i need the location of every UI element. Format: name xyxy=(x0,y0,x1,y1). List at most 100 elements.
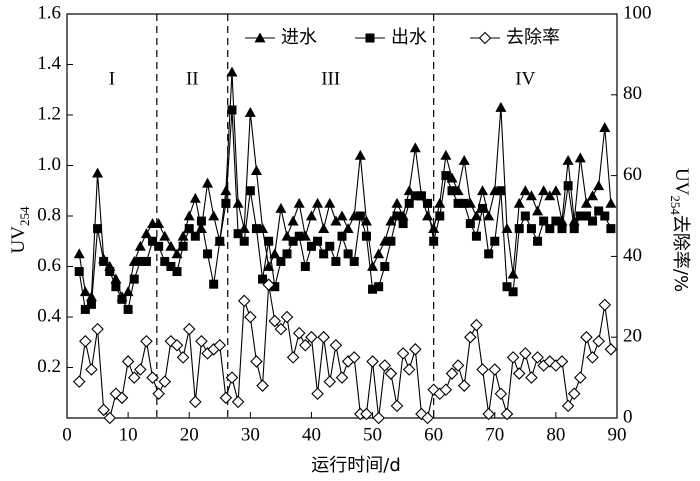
marker-square xyxy=(386,236,396,246)
marker-diamond xyxy=(561,399,575,413)
marker-triangle xyxy=(195,223,207,234)
marker-square xyxy=(539,216,549,226)
phase-label: I xyxy=(109,68,115,89)
marker-diamond xyxy=(457,379,471,392)
marker-diamond xyxy=(445,367,459,380)
marker-square xyxy=(478,203,488,213)
y-axis-label-sub: 254 xyxy=(17,206,32,226)
marker-triangle xyxy=(568,215,580,226)
marker-triangle xyxy=(525,190,537,201)
marker-diamond xyxy=(451,359,465,372)
marker-square xyxy=(282,249,292,259)
marker-triangle xyxy=(293,197,305,208)
marker-diamond xyxy=(555,355,569,368)
marker-square xyxy=(154,241,164,251)
marker-triangle xyxy=(391,197,403,208)
marker-triangle xyxy=(140,228,152,239)
marker-triangle xyxy=(134,240,146,251)
marker-square xyxy=(398,219,408,229)
marker-square xyxy=(99,256,109,266)
marker-triangle xyxy=(477,185,489,196)
marker-square xyxy=(184,224,194,234)
marker-square xyxy=(319,249,329,259)
marker-triangle xyxy=(244,106,256,117)
marker-diamond xyxy=(268,314,282,328)
y-tick-label: 1.2 xyxy=(37,103,61,124)
marker-square xyxy=(105,267,115,277)
marker-triangle xyxy=(593,180,605,191)
marker-triangle xyxy=(318,223,330,234)
marker-diamond xyxy=(567,387,581,401)
legend-label: 去除率 xyxy=(506,27,560,48)
marker-square xyxy=(331,256,341,266)
marker-diamond xyxy=(470,318,483,332)
marker-diamond xyxy=(115,391,129,405)
y-tick-label: 0.6 xyxy=(37,255,61,276)
marker-square xyxy=(190,231,200,241)
marker-triangle xyxy=(330,215,342,226)
marker-square xyxy=(276,256,286,266)
marker-diamond xyxy=(409,343,422,356)
marker-triangle xyxy=(336,210,348,221)
marker-triangle xyxy=(580,197,592,208)
marker-diamond xyxy=(580,330,593,344)
marker-square xyxy=(514,224,524,234)
x-tick-label: 80 xyxy=(546,424,565,445)
marker-triangle xyxy=(544,190,556,201)
marker-diamond xyxy=(402,363,416,376)
marker-square xyxy=(545,224,555,234)
x-tick-label: 10 xyxy=(119,424,138,445)
phase-label: II xyxy=(186,68,199,89)
marker-square xyxy=(575,211,585,221)
marker-square xyxy=(251,224,261,234)
y2-axis-label: UV254去除率/% xyxy=(668,168,692,292)
marker-diamond xyxy=(592,334,605,348)
y2-axis-label-sub: 254 xyxy=(668,195,683,215)
marker-diamond xyxy=(525,371,538,384)
y-tick-label: 0.4 xyxy=(37,305,61,326)
marker-square xyxy=(551,216,561,226)
marker-diamond xyxy=(72,375,86,388)
marker-triangle xyxy=(122,286,134,297)
marker-triangle xyxy=(562,154,574,165)
marker-square xyxy=(606,224,616,234)
marker-diamond xyxy=(574,371,587,384)
marker-diamond xyxy=(170,339,184,352)
marker-diamond xyxy=(500,407,514,421)
marker-diamond xyxy=(79,334,92,348)
marker-square xyxy=(148,236,158,246)
marker-triangle xyxy=(110,273,122,284)
marker-diamond xyxy=(488,363,502,376)
x-axis-label: 运行时间/d xyxy=(311,455,401,476)
x-tick-label: 0 xyxy=(62,424,72,445)
marker-triangle xyxy=(440,149,452,160)
marker-diamond xyxy=(390,399,404,413)
marker-diamond xyxy=(586,351,599,364)
marker-square xyxy=(227,105,237,115)
marker-triangle xyxy=(312,197,324,208)
marker-square xyxy=(526,224,536,234)
marker-diamond xyxy=(604,343,618,356)
marker-triangle xyxy=(605,197,617,208)
marker-square xyxy=(429,236,439,246)
marker-square xyxy=(313,236,323,246)
marker-square xyxy=(74,267,84,277)
marker-diamond xyxy=(323,375,337,388)
marker-diamond xyxy=(317,330,330,344)
marker-square xyxy=(490,236,500,246)
x-tick-label: 90 xyxy=(608,424,627,445)
marker-diamond xyxy=(250,355,263,368)
marker-square xyxy=(435,211,445,221)
marker-square xyxy=(508,287,518,297)
marker-diamond xyxy=(189,395,202,409)
legend-marker xyxy=(478,31,492,45)
marker-triangle xyxy=(354,149,366,160)
marker-square xyxy=(416,191,426,201)
marker-square xyxy=(203,249,213,259)
marker-triangle xyxy=(208,210,220,221)
marker-triangle xyxy=(263,261,275,271)
marker-diamond xyxy=(543,355,557,368)
marker-square xyxy=(209,279,219,289)
marker-square xyxy=(258,274,268,284)
marker-diamond xyxy=(91,322,104,336)
